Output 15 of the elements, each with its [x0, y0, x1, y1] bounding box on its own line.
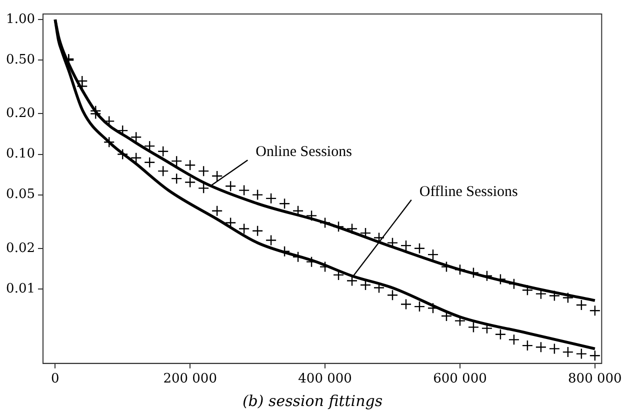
y-tick-label: 0.50 — [6, 52, 35, 68]
x-tick-label: 200 000 — [163, 372, 217, 387]
annotation: Offline Sessions — [419, 184, 518, 200]
x-tick-label: 0 — [51, 372, 60, 387]
y-tick-label: 0.01 — [6, 281, 35, 296]
text: (b) session fittings — [241, 392, 384, 410]
x-tick-label: 800 000 — [568, 372, 622, 387]
x-tick-label: 600 000 — [433, 372, 487, 387]
y-tick-label: 0.05 — [6, 187, 35, 202]
y-tick-label: 1.00 — [6, 12, 35, 27]
annotation: Online Sessions — [256, 144, 352, 160]
x-tick-label: 400 000 — [298, 372, 352, 387]
y-tick-label: 0.10 — [6, 146, 35, 162]
y-tick-label: 0.20 — [6, 106, 35, 122]
y-tick-label: 0.02 — [6, 240, 35, 256]
